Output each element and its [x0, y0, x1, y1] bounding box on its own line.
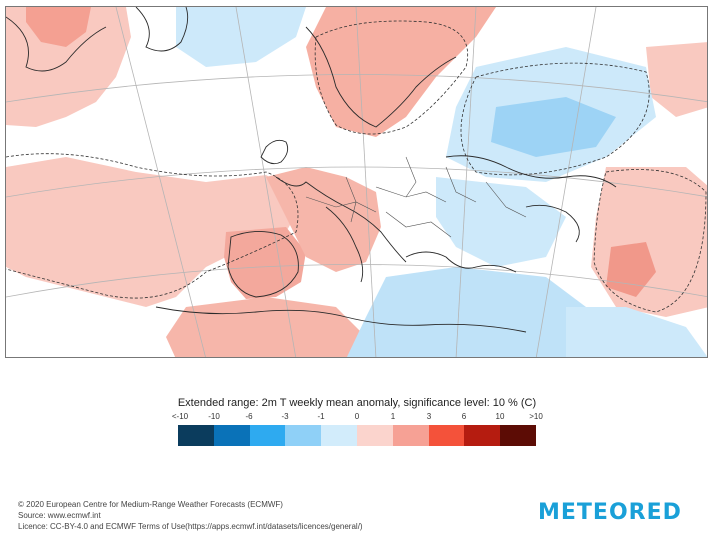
credits-copyright: © 2020 European Centre for Medium-Range …	[18, 500, 283, 509]
significance-contours	[6, 20, 707, 313]
warm-region-middle-east-core	[606, 242, 656, 297]
anomaly-map	[5, 6, 708, 358]
legend-tick: -6	[245, 412, 253, 421]
credits-licence: Licence: CC-BY-4.0 and ECMWF Terms of Us…	[18, 522, 363, 531]
credits: © 2020 European Centre for Medium-Range …	[18, 499, 363, 532]
legend-tick: <-10	[171, 412, 189, 421]
warm-region-greenland	[26, 7, 91, 47]
warm-region-scandinavia	[306, 7, 496, 137]
warm-region-iberia	[224, 227, 306, 299]
graticule	[6, 7, 707, 357]
legend-tick: -3	[281, 412, 289, 421]
legend-tick: 1	[390, 412, 396, 421]
legend-tick: 6	[461, 412, 467, 421]
legend-swatch	[500, 425, 536, 446]
coastlines	[6, 7, 617, 333]
brand-logo: METEORED	[538, 500, 682, 525]
legend-swatch	[356, 425, 393, 446]
legend-title: Extended range: 2m T weekly mean anomaly…	[177, 397, 537, 409]
warm-region-middle-east	[591, 167, 707, 317]
cold-region-russia-core	[491, 97, 616, 157]
legend-tick: -1	[317, 412, 325, 421]
country-borders	[305, 156, 527, 238]
legend-tick: 10	[495, 412, 505, 421]
legend-tick: 0	[354, 412, 360, 421]
map-canvas	[6, 7, 707, 357]
legend-swatch	[249, 425, 286, 446]
warm-region-atlantic	[6, 157, 306, 307]
cold-region-mediterranean	[346, 267, 586, 357]
legend-color-bar	[178, 425, 536, 446]
legend-swatch	[178, 425, 214, 446]
cold-region-north-africa	[566, 307, 707, 357]
legend-tick: >10	[529, 412, 543, 421]
legend-swatch	[285, 425, 322, 446]
credits-source: Source: www.ecmwf.int	[18, 511, 101, 520]
legend-swatch	[464, 425, 501, 446]
legend-swatch	[213, 425, 250, 446]
legend-tick: 3	[426, 412, 432, 421]
cold-region-balkans	[436, 177, 566, 267]
legend-swatch	[321, 425, 357, 446]
legend-tick: -10	[208, 412, 220, 421]
legend-swatch	[392, 425, 429, 446]
warm-region-siberia	[646, 42, 707, 117]
legend-swatch	[428, 425, 465, 446]
legend-ticks: <-10 -10 -6 -3 -1 0 1 3 6 10 >10	[168, 412, 548, 424]
